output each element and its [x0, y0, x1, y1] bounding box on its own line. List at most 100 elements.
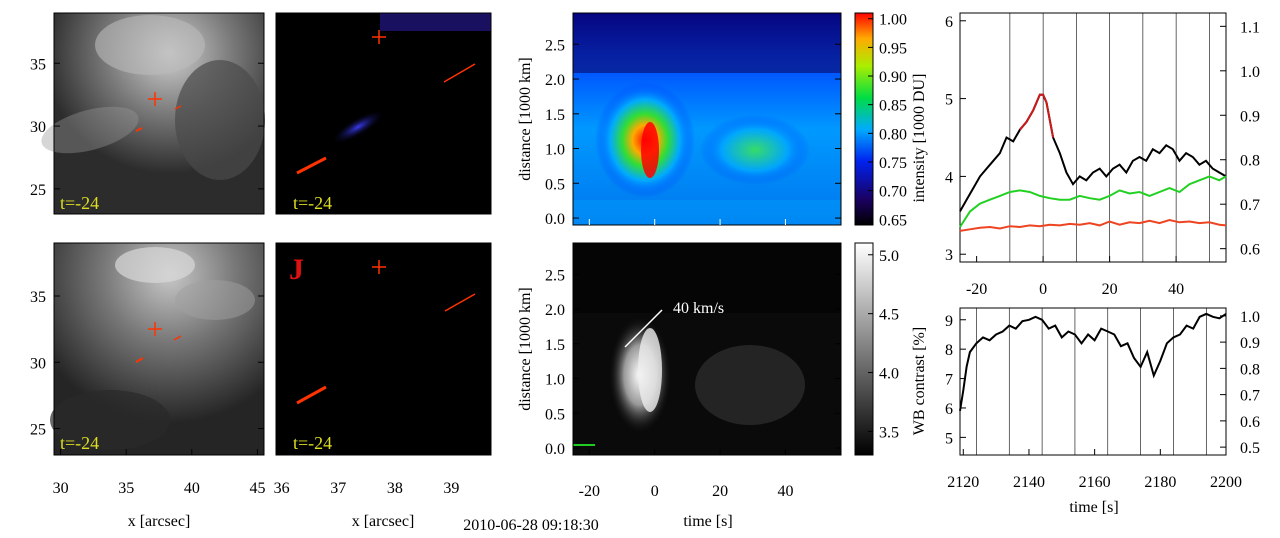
colorbar-label: 0.65 [879, 212, 907, 229]
colorbar-label: 1.00 [879, 12, 907, 29]
xtick-label: 39 [443, 480, 459, 497]
panel-a-fibril [41, 106, 139, 154]
panel-c-colorbar-ticks: 1.00 0.95 0.90 0.85 0.80 0.75 0.70 0.65 [868, 12, 907, 229]
colorbar-label: 0.70 [879, 184, 907, 201]
panel-f-frame-label: t=-24 [293, 433, 332, 453]
colorbar-label: 0.95 [879, 40, 907, 57]
ytick-right-label: 0.6 [1240, 242, 1260, 259]
ytick-label: 1.5 [545, 107, 565, 124]
ytick-right-label: 0.7 [1240, 388, 1260, 405]
xtick-label: 35 [118, 480, 134, 497]
xtick-label: 2120 [947, 474, 979, 491]
ytick-right-label: 0.5 [1240, 440, 1260, 457]
panel-e-bright-patch [115, 247, 195, 283]
xtick-label: 2160 [1079, 474, 1111, 491]
panel-f-letter: J [289, 253, 304, 286]
xtick-label: 0 [651, 483, 659, 500]
panel-e-bright-patch-2 [175, 280, 255, 320]
figure-timestamp: 2010-06-28 09:18:30 [463, 517, 599, 534]
panel-b-blue-blob [331, 110, 385, 144]
panel-f-marker-2 [444, 293, 476, 312]
panel-h: 5 6 7 8 9 0.5 0.6 0.7 0.8 0.9 1.0 2120 2140 2160 2180 2… [911, 307, 1260, 516]
ytick-label: 1.0 [545, 372, 565, 389]
xtick-label: 30 [53, 480, 69, 497]
ytick-right-label: 0.9 [1240, 335, 1260, 352]
ytick-label: 1.0 [545, 142, 565, 159]
panel-c-frame [572, 12, 842, 226]
panel-a-marker-1 [135, 127, 143, 132]
ytick-label: 8 [945, 342, 953, 359]
panel-c-ylabel: distance [1000 km] [517, 57, 534, 181]
xtick-label: 40 [184, 480, 200, 497]
panel-d-axes: 3 4 5 6 0.6 0.7 0.8 0.9 1.0 1.1 -20 0 20 40 [945, 14, 1260, 298]
panel-f: J t=-24 36 37 38 39 x [arcsec] [274, 242, 492, 530]
panel-g-axes: 0.0 0.5 1.0 1.5 2.0 2.5 -20 0 20 40 [545, 267, 841, 500]
ytick-label: 25 [30, 422, 46, 439]
panel-g: 40 km/s 0.0 0.5 1.0 1.5 2.0 2.5 -20 0 20 40 dista… [517, 242, 899, 530]
series-green [959, 175, 1227, 228]
panel-g-xlabel: time [s] [683, 513, 732, 530]
panel-e-marker-1 [135, 357, 144, 363]
panel-e-dark-region [50, 390, 170, 450]
ytick-label: 2.0 [545, 72, 565, 89]
colorbar-label: 0.85 [879, 98, 907, 115]
panel-g-colorbar [854, 242, 874, 456]
xtick-label: 2140 [1013, 474, 1045, 491]
xtick-label: 2180 [1144, 474, 1176, 491]
panel-g-annotation: 40 km/s [673, 300, 724, 317]
xtick-label: 38 [387, 480, 403, 497]
panel-g-frame [572, 242, 842, 456]
panel-d-frame [959, 12, 1227, 263]
panel-e-frame [53, 242, 265, 456]
xtick-label: 37 [330, 480, 346, 497]
ytick-label: 2.0 [545, 302, 565, 319]
xtick-label: 40 [777, 483, 793, 500]
panel-a-frame-label: t=-24 [60, 193, 99, 213]
ytick-label: 6 [945, 401, 953, 418]
ytick-right-label: 1.1 [1240, 19, 1260, 36]
series-orange-red [959, 218, 1227, 232]
panel-b-frame-label: t=-24 [293, 193, 332, 213]
ytick-right-label: 1.0 [1240, 309, 1260, 326]
panel-h-xlabel: time [s] [1069, 499, 1118, 516]
ytick-label: 30 [30, 119, 46, 136]
panel-g-secondary [695, 345, 805, 425]
colorbar-label: 0.90 [879, 69, 907, 86]
panel-h-frame [959, 307, 1227, 456]
panel-a-marker-2 [174, 105, 182, 110]
colorbar-label: 5.0 [879, 248, 899, 265]
panel-c-axes: 0.0 0.5 1.0 1.5 2.0 2.5 [545, 37, 841, 228]
panel-c-peak [641, 122, 659, 178]
ytick-right-label: 0.8 [1240, 153, 1260, 170]
series-wb-contrast [959, 312, 1227, 412]
ytick-label: 5 [945, 92, 953, 109]
colorbar-label: 4.5 [879, 307, 899, 324]
panel-e-marker-2 [173, 335, 182, 341]
xtick-label: 20 [1102, 281, 1118, 298]
ytick-label: 30 [30, 355, 46, 372]
panel-b: t=-24 [275, 12, 492, 215]
panel-c-dark-top [573, 13, 841, 73]
panel-d: 3 4 5 6 0.6 0.7 0.8 0.9 1.0 1.1 -20 0 20 40 intensity… [911, 12, 1260, 298]
panel-g-dark-top [573, 243, 841, 313]
ytick-right-label: 1.0 [1240, 64, 1260, 81]
panel-a-bright-patch [95, 15, 205, 75]
ytick-label: 0.5 [545, 176, 565, 193]
panel-c-lower-band [573, 200, 841, 225]
ytick-label: 3 [945, 247, 953, 264]
panel-h-series [959, 312, 1227, 412]
ytick-right-label: 0.8 [1240, 361, 1260, 378]
ytick-right-label: 0.6 [1240, 414, 1260, 431]
xtick-label: 40 [1168, 281, 1184, 298]
xtick-label: -20 [579, 483, 600, 500]
colorbar-label: 3.5 [879, 424, 899, 441]
xtick-label: -20 [966, 281, 987, 298]
panel-e-xlabel: x [arcsec] [128, 513, 191, 530]
ytick-label: 6 [945, 14, 953, 31]
ytick-label: 1.5 [545, 337, 565, 354]
panel-e-axes: 25 30 35 30 35 40 45 [30, 289, 265, 497]
panel-g-colorbar-ticks: 5.0 4.5 4.0 3.5 [868, 248, 899, 441]
panel-b-top-glow [380, 13, 491, 31]
ytick-label: 0.5 [545, 406, 565, 423]
